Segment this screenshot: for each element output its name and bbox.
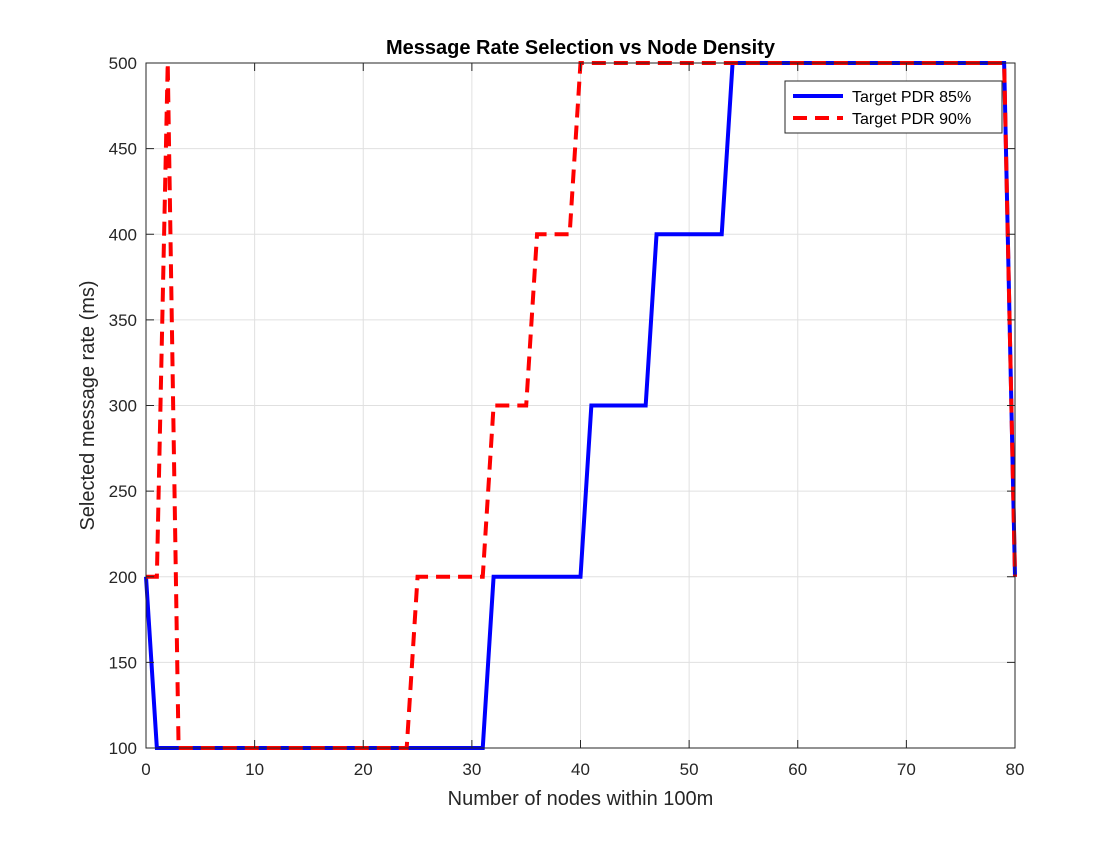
y-tick-label: 200 bbox=[109, 568, 137, 587]
legend-box bbox=[784, 80, 1003, 134]
x-tick-label: 10 bbox=[245, 760, 264, 779]
axis-ticks: 0 10 20 30 40 50 60 70 80 100 150 200 250 300 350 400 45… bbox=[109, 54, 1025, 779]
y-tick-label: 500 bbox=[109, 54, 137, 73]
chart-title: Message Rate Selection vs Node Density bbox=[386, 37, 776, 59]
y-tick-label: 350 bbox=[109, 311, 137, 330]
x-tick-label: 20 bbox=[354, 760, 373, 779]
y-tick-label: 250 bbox=[109, 482, 137, 501]
x-tick-label: 30 bbox=[462, 760, 481, 779]
series-line-target-pdr-90 bbox=[146, 61, 1017, 750]
y-tick-label: 450 bbox=[109, 140, 137, 159]
legend: Target PDR 85% Target PDR 90% bbox=[784, 80, 1003, 134]
x-tick-label: 0 bbox=[141, 760, 150, 779]
x-tick-label: 70 bbox=[897, 760, 916, 779]
legend-entry-target-pdr-85: Target PDR 85% bbox=[852, 89, 971, 106]
y-tick-label: 100 bbox=[109, 739, 137, 758]
x-tick-label: 60 bbox=[788, 760, 807, 779]
x-axis-label: Number of nodes within 100m bbox=[448, 788, 714, 810]
y-tick-label: 300 bbox=[109, 397, 137, 416]
x-tick-label: 50 bbox=[680, 760, 699, 779]
y-tick-label: 150 bbox=[109, 653, 137, 672]
x-tick-label: 40 bbox=[571, 760, 590, 779]
y-axis-label: Selected message rate (ms) bbox=[77, 280, 99, 530]
x-tick-label: 80 bbox=[1006, 760, 1025, 779]
legend-entry-target-pdr-90: Target PDR 90% bbox=[852, 111, 971, 128]
y-tick-label: 400 bbox=[109, 225, 137, 244]
